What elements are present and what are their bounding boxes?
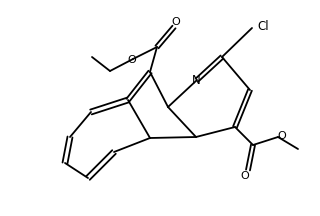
Text: O: O [128, 55, 136, 65]
Text: N: N [192, 73, 200, 86]
Text: O: O [278, 131, 286, 141]
Text: O: O [241, 171, 249, 181]
Text: Cl: Cl [257, 21, 268, 33]
Text: O: O [172, 17, 180, 27]
